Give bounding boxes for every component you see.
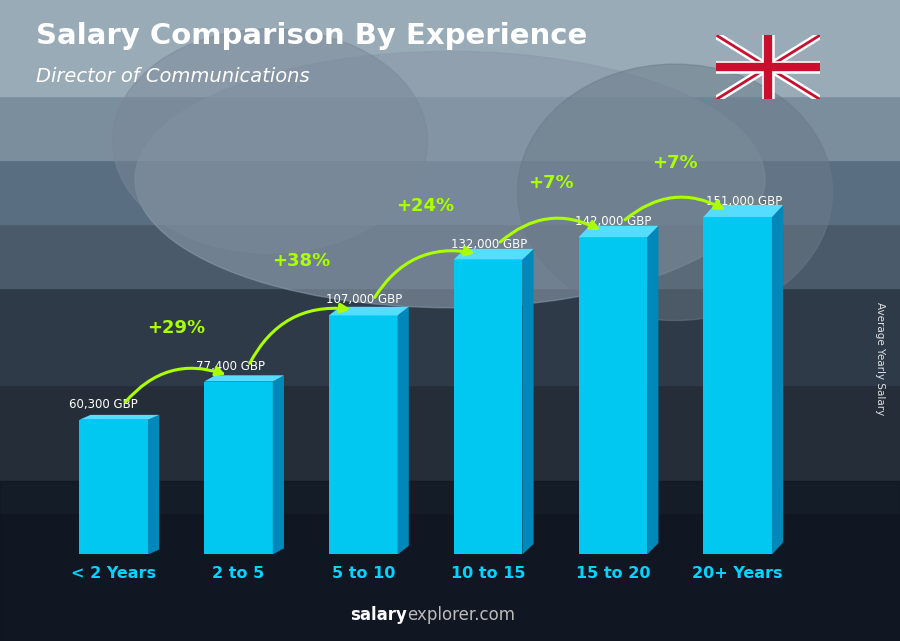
Text: 151,000 GBP: 151,000 GBP — [706, 195, 783, 208]
Text: Director of Communications: Director of Communications — [36, 67, 310, 87]
Ellipse shape — [135, 51, 765, 308]
Text: 142,000 GBP: 142,000 GBP — [575, 215, 652, 228]
Polygon shape — [703, 205, 783, 217]
Bar — [0, 96, 900, 160]
Text: 107,000 GBP: 107,000 GBP — [326, 294, 402, 306]
Text: +7%: +7% — [527, 174, 573, 192]
Polygon shape — [79, 415, 159, 420]
Polygon shape — [328, 307, 409, 315]
Text: explorer.com: explorer.com — [407, 606, 515, 624]
Polygon shape — [398, 307, 409, 554]
Bar — [0, 0, 900, 96]
Text: salary: salary — [350, 606, 407, 624]
FancyArrowPatch shape — [625, 197, 722, 220]
Polygon shape — [204, 375, 284, 381]
Bar — [454, 260, 522, 554]
Text: +7%: +7% — [652, 154, 698, 172]
Text: +38%: +38% — [272, 253, 330, 271]
Bar — [204, 381, 273, 554]
Polygon shape — [522, 249, 534, 554]
Polygon shape — [579, 226, 659, 237]
FancyArrowPatch shape — [374, 247, 472, 297]
Text: 60,300 GBP: 60,300 GBP — [68, 398, 138, 411]
Polygon shape — [647, 226, 659, 554]
Text: 77,400 GBP: 77,400 GBP — [196, 360, 265, 372]
Text: Average Yearly Salary: Average Yearly Salary — [875, 303, 886, 415]
Ellipse shape — [518, 64, 832, 321]
Bar — [0, 224, 900, 288]
Text: Salary Comparison By Experience: Salary Comparison By Experience — [36, 22, 587, 51]
Polygon shape — [148, 415, 159, 554]
Polygon shape — [772, 205, 783, 554]
Ellipse shape — [112, 29, 428, 253]
Bar — [0, 513, 900, 641]
Polygon shape — [454, 249, 534, 260]
Bar — [0, 481, 900, 641]
FancyArrowPatch shape — [125, 367, 222, 402]
Text: 132,000 GBP: 132,000 GBP — [451, 238, 526, 251]
Bar — [703, 217, 772, 554]
Bar — [0, 160, 900, 224]
Bar — [0, 385, 900, 513]
Bar — [79, 420, 148, 554]
Polygon shape — [273, 375, 284, 554]
Bar — [0, 288, 900, 385]
Text: +24%: +24% — [397, 197, 454, 215]
FancyArrowPatch shape — [500, 218, 598, 242]
Bar — [328, 315, 398, 554]
Text: +29%: +29% — [147, 319, 205, 337]
Bar — [579, 237, 647, 554]
FancyArrowPatch shape — [249, 304, 347, 363]
